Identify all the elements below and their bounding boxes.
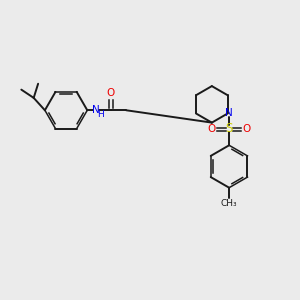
Text: H: H (98, 110, 104, 119)
Text: O: O (207, 124, 216, 134)
Text: N: N (92, 105, 99, 115)
Text: O: O (243, 124, 251, 134)
Text: O: O (107, 88, 115, 98)
Text: S: S (225, 122, 233, 135)
Text: N: N (225, 108, 233, 118)
Text: CH₃: CH₃ (221, 199, 237, 208)
